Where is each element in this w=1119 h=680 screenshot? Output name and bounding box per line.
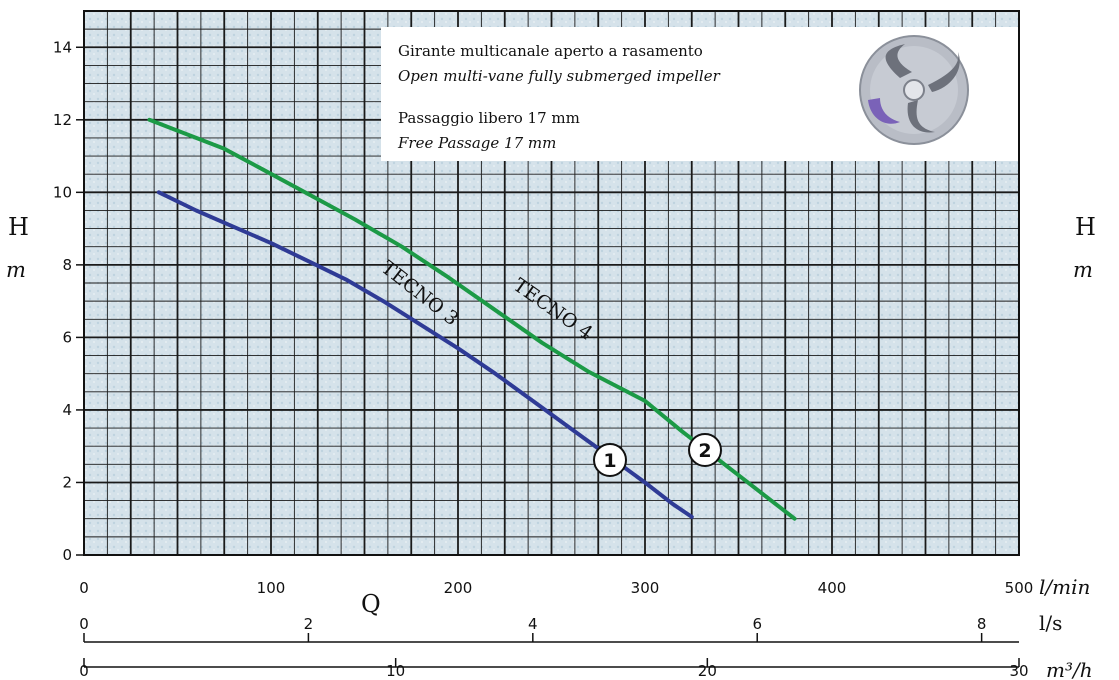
x-tick-label: 200 bbox=[444, 579, 473, 597]
y-tick-label: 6 bbox=[62, 328, 72, 346]
info-line-4: Free Passage 17 mm bbox=[397, 134, 556, 152]
y-tick-label: 8 bbox=[62, 256, 72, 274]
x-tick-label: 4 bbox=[528, 615, 538, 633]
y-tick-label: 4 bbox=[62, 401, 72, 419]
x-tick-label: 2 bbox=[304, 615, 314, 633]
x-tick-label: 500 bbox=[1005, 579, 1034, 597]
x-axis-unit: l/s bbox=[1039, 611, 1062, 635]
impeller-icon bbox=[859, 35, 969, 145]
plot-frame bbox=[83, 10, 1020, 556]
x-tick-label: 20 bbox=[698, 662, 717, 680]
y-axis-ticks: 0 2 4 6 8 10 12 14 bbox=[53, 38, 84, 564]
y-tick-label: 14 bbox=[53, 38, 72, 56]
curve-marker-number: 2 bbox=[698, 440, 711, 462]
y-tick-label: 12 bbox=[53, 111, 72, 129]
x-tick-label: 0 bbox=[79, 662, 89, 680]
impeller-info-box: Girante multicanale aperto a rasamento O… bbox=[381, 27, 1018, 161]
x-tick-label: 100 bbox=[257, 579, 286, 597]
y-axis-title-left: H bbox=[8, 213, 29, 241]
curve-marker-circle bbox=[593, 443, 627, 477]
curve-marker-number: 1 bbox=[603, 450, 616, 472]
x-axes: 0 100 200 300 400 500 l/min 0 2 4 6 8 l/s 0 10 20 30 m³/h bbox=[79, 575, 1092, 680]
x-tick-label: 400 bbox=[818, 579, 847, 597]
x-tick-label: 8 bbox=[977, 615, 987, 633]
info-line-2: Open multi-vane fully submerged impeller bbox=[398, 67, 721, 85]
y-axis-unit-left: m bbox=[6, 258, 26, 282]
x-axis-unit: l/min bbox=[1039, 575, 1090, 599]
y-tick-label: 10 bbox=[53, 183, 72, 201]
grid bbox=[83, 10, 1020, 556]
x-tick-label: 10 bbox=[386, 662, 405, 680]
x-tick-label: 300 bbox=[631, 579, 660, 597]
info-line-1: Girante multicanale aperto a rasamento bbox=[398, 42, 703, 60]
x-axis-title: Q bbox=[361, 590, 381, 618]
x-axis-unit: m³/h bbox=[1046, 658, 1093, 680]
y-axis-unit-right: m bbox=[1073, 258, 1093, 282]
x-tick-label: 0 bbox=[79, 615, 89, 633]
y-tick-label: 2 bbox=[62, 473, 72, 491]
info-line-3: Passaggio libero 17 mm bbox=[398, 109, 580, 127]
series-line bbox=[156, 190, 694, 519]
curve-marker-circle bbox=[688, 433, 722, 467]
y-tick-label: 0 bbox=[62, 546, 72, 564]
x-tick-label: 30 bbox=[1009, 662, 1028, 680]
y-axis-title-right: H bbox=[1075, 213, 1096, 241]
x-tick-label: 6 bbox=[752, 615, 762, 633]
axis-titles: H m H m Q bbox=[6, 213, 1096, 618]
x-tick-label: 0 bbox=[79, 579, 89, 597]
